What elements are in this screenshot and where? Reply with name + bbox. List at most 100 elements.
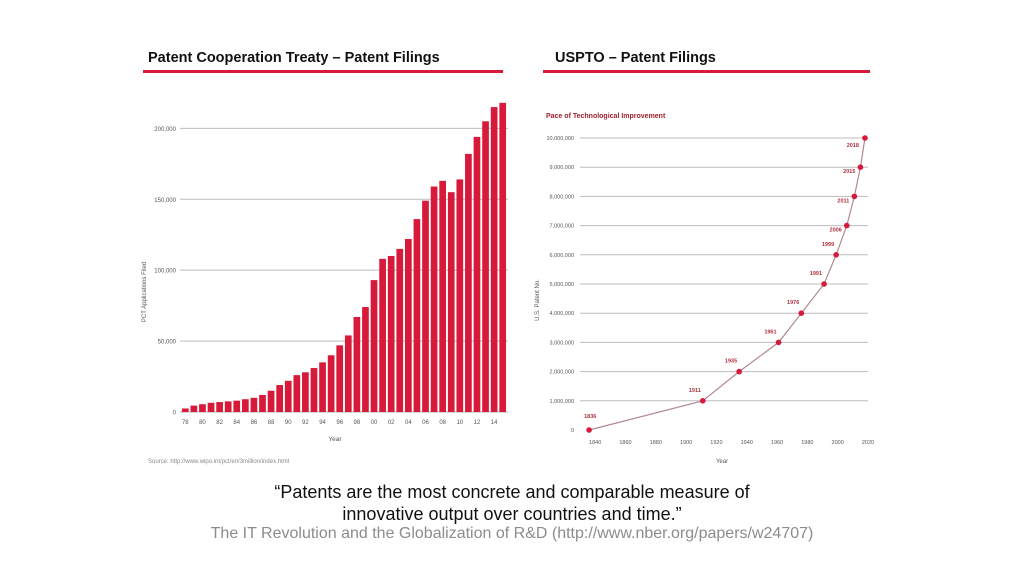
bar-y-tick-label: 0: [173, 411, 177, 417]
data-point: [699, 398, 706, 404]
line-x-tick-label: 1880: [650, 440, 662, 446]
data-point: [851, 193, 858, 200]
right-title-underline: [543, 70, 870, 73]
bar: [422, 200, 429, 412]
bar: [465, 153, 472, 412]
bar: [404, 238, 412, 412]
line-y-tick-label: 4,000,000: [550, 311, 574, 317]
data-label: 1999: [822, 242, 834, 248]
pct-bar-chart: 0 50,000 100,000 150,000 200,000 78 80 82 84 86 88…: [142, 102, 508, 443]
bar-x-tick-label: 04: [405, 420, 412, 426]
bar: [284, 380, 292, 412]
data-label: 1911: [689, 388, 701, 394]
bar: [413, 219, 421, 412]
right-panel-title: USPTO – Patent Filings: [555, 50, 716, 66]
bar-x-tick-label: 12: [474, 420, 481, 426]
bar: [199, 404, 206, 412]
bar: [344, 335, 352, 412]
line-x-tick-label: 2000: [832, 440, 844, 446]
line-y-tick-label: 1,000,000: [550, 399, 574, 405]
quote-citation: The IT Revolution and the Globalization …: [210, 525, 814, 542]
bar: [447, 192, 455, 412]
bar: [224, 401, 232, 412]
bar: [276, 385, 284, 412]
uspto-line-chart: Pace of Technological Improvement 0 1,000,…: [535, 113, 874, 465]
bar: [430, 186, 438, 412]
line-y-tick-label: 9,000,000: [550, 165, 574, 171]
bar: [259, 394, 266, 412]
bar-x-tick-label: 10: [456, 420, 463, 426]
bar-x-tick-label: 86: [251, 420, 258, 426]
left-chart-source: Source: http://www.wipo.int/pct/en/3mill…: [148, 459, 290, 465]
bar: [319, 362, 326, 412]
data-point: [857, 164, 864, 170]
data-point: [586, 427, 592, 433]
bar-y-tick-label: 200,000: [154, 127, 176, 133]
bar-x-tick-label: 94: [319, 420, 326, 426]
bar-x-tick-label: 78: [182, 420, 189, 426]
bar-x-tick-label: 90: [285, 420, 292, 426]
line-y-tick-label: 5,000,000: [550, 282, 574, 288]
bar: [250, 397, 258, 412]
bar-y-tick-label: 50,000: [158, 340, 177, 346]
data-label: 1991: [810, 271, 822, 277]
line-x-tick-label: 1900: [680, 440, 692, 446]
bar: [310, 368, 318, 412]
data-label: 1836: [584, 414, 596, 420]
data-label: 1961: [764, 329, 776, 335]
bar: [370, 280, 378, 412]
bar: [216, 402, 223, 412]
bar: [482, 121, 489, 412]
line-x-tick-label: 2020: [862, 440, 874, 446]
bar-x-tick-label: 82: [216, 420, 223, 426]
bar: [327, 355, 335, 412]
bar-x-tick-label: 80: [199, 420, 206, 426]
bar: [267, 390, 275, 412]
bar: [233, 400, 241, 412]
line-x-tick-label: 1860: [619, 440, 631, 446]
data-label: 2015: [843, 169, 855, 175]
bar: [353, 316, 361, 412]
data-label: 2018: [847, 143, 859, 149]
bar-x-tick-label: 02: [388, 420, 395, 426]
line-y-tick-label: 8,000,000: [550, 194, 574, 200]
bar: [387, 256, 395, 412]
line-y-tick-label: 2,000,000: [550, 370, 574, 376]
quote-line-2: innovative output over countries and tim…: [342, 504, 682, 524]
bar: [396, 248, 404, 412]
bar: [499, 102, 507, 412]
bar-x-tick-label: 84: [233, 420, 240, 426]
line-x-tick-label: 1940: [741, 440, 753, 446]
bar: [190, 405, 198, 412]
data-point: [798, 310, 805, 317]
data-label: 2006: [830, 228, 842, 234]
bar-x-tick-label: 00: [371, 420, 378, 426]
data-point: [775, 339, 782, 346]
data-point: [821, 281, 827, 287]
data-point: [833, 252, 839, 258]
line-y-tick-label: 3,000,000: [550, 340, 574, 346]
bar-x-tick-label: 14: [491, 420, 498, 426]
line-y-tick-label: 6,000,000: [550, 253, 574, 259]
data-label: 2011: [837, 198, 849, 204]
left-title-underline: [143, 70, 503, 73]
data-point: [862, 135, 868, 141]
bar: [181, 408, 189, 412]
data-point: [736, 368, 742, 375]
line-x-tick-label: 1960: [771, 440, 783, 446]
bar: [439, 180, 447, 412]
left-panel-title: Patent Cooperation Treaty – Patent Filin…: [148, 50, 440, 66]
line-x-tick-label: 1840: [589, 440, 601, 446]
bar: [241, 399, 249, 412]
bar-x-tick-label: 98: [354, 420, 361, 426]
bar: [456, 179, 464, 412]
bar: [473, 136, 481, 412]
bar-x-axis-label: Year: [328, 436, 342, 443]
bar-y-tick-label: 150,000: [154, 198, 176, 204]
bar: [336, 345, 344, 412]
line-chart-title: Pace of Technological Improvement: [546, 113, 666, 120]
data-point: [843, 222, 850, 229]
bar: [302, 372, 309, 412]
bar-x-tick-label: 88: [268, 420, 275, 426]
